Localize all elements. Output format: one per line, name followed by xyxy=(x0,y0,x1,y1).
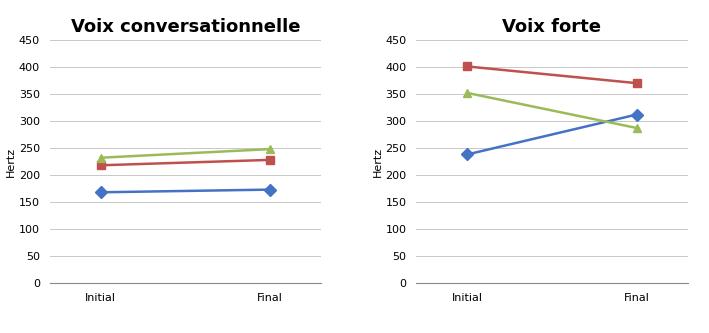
Title: Voix forte: Voix forte xyxy=(503,18,601,36)
Title: Voix conversationnelle: Voix conversationnelle xyxy=(71,18,300,36)
Y-axis label: Hertz: Hertz xyxy=(6,147,16,176)
Y-axis label: Hertz: Hertz xyxy=(372,147,383,176)
